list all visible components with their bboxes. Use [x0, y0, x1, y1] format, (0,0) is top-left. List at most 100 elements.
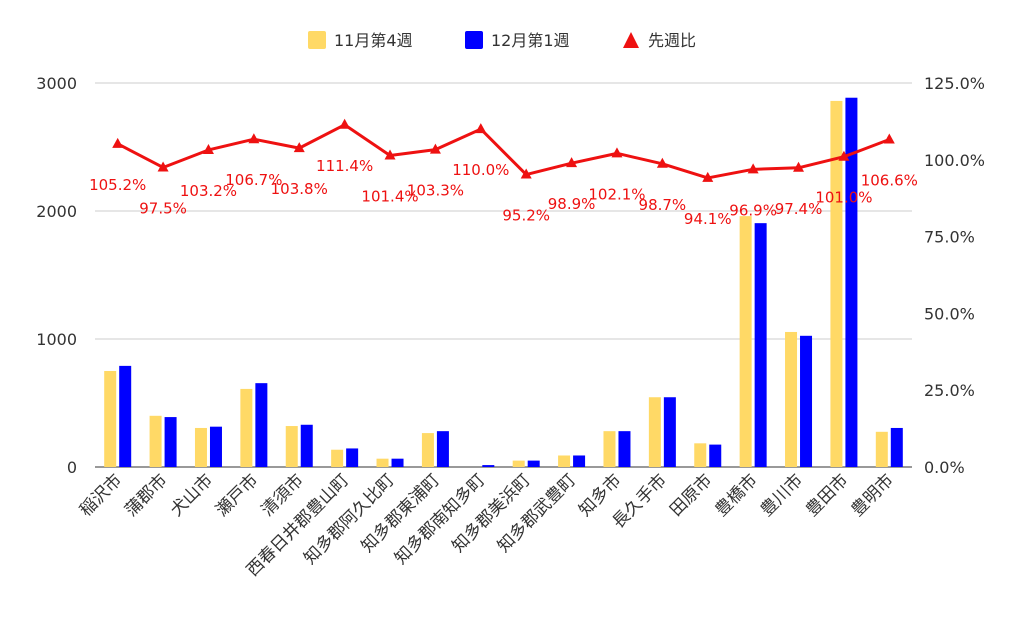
bar [800, 335, 813, 467]
data-label: 97.4% [775, 200, 823, 218]
category-label: 瀬戸市 [212, 470, 262, 520]
line-marker [429, 143, 441, 154]
bar [376, 458, 389, 467]
right-axis: 0.0% 25.0% 50.0% 75.0% 100.0% 125.0% [924, 74, 985, 477]
left-axis-tick-label: 3000 [36, 74, 77, 93]
bar [104, 371, 117, 467]
line-marker [520, 168, 532, 179]
bar [830, 100, 843, 468]
bar [875, 431, 888, 467]
line-marker [339, 118, 351, 129]
bar-series [104, 97, 903, 468]
bar [648, 397, 661, 467]
right-axis-tick-label: 125.0% [924, 74, 985, 93]
bar [527, 460, 540, 467]
bar [240, 388, 253, 467]
left-axis-tick-label: 0 [67, 458, 77, 477]
line-marker [656, 157, 668, 168]
bar [255, 383, 268, 467]
bar [694, 443, 707, 467]
legend-label: 先週比 [648, 31, 696, 50]
bar [890, 427, 903, 467]
line-series [112, 118, 895, 182]
line-marker [475, 123, 487, 134]
bar [573, 455, 586, 467]
category-label: 犬山市 [167, 470, 217, 520]
bar [331, 449, 344, 467]
line-marker [384, 149, 396, 160]
bar [119, 365, 132, 467]
bar [482, 465, 495, 467]
legend-label: 11月第4週 [334, 31, 413, 50]
data-label: 111.4% [316, 157, 373, 175]
data-label: 101.4% [361, 187, 418, 205]
category-label: 稲沢市 [76, 470, 126, 520]
data-label: 110.0% [452, 161, 509, 179]
left-axis-tick-label: 2000 [36, 202, 77, 221]
line-marker [112, 137, 124, 148]
line-marker [248, 133, 260, 144]
bar [300, 424, 313, 467]
left-axis-tick-label: 1000 [36, 330, 77, 349]
line-marker [793, 161, 805, 172]
data-label: 98.9% [548, 195, 596, 213]
legend-swatch [465, 31, 483, 49]
right-axis-tick-label: 25.0% [924, 381, 975, 400]
category-labels: 稲沢市蒲郡市犬山市瀬戸市清須市西春日井郡豊山町知多郡阿久比町知多郡東浦町知多郡南… [76, 470, 898, 580]
category-label: 豊橋市 [711, 470, 761, 520]
right-axis-tick-label: 75.0% [924, 228, 975, 247]
bar [421, 433, 434, 467]
line-marker [702, 171, 714, 182]
bar [785, 331, 798, 467]
data-label: 103.3% [407, 182, 464, 200]
line-marker [293, 142, 305, 153]
legend-swatch [623, 32, 639, 48]
bar [436, 431, 449, 467]
category-label: 田原市 [666, 470, 716, 520]
right-axis-tick-label: 0.0% [924, 458, 965, 477]
bar [164, 417, 177, 467]
right-axis-tick-label: 100.0% [924, 151, 985, 170]
category-label: 豊田市 [802, 470, 852, 520]
line-marker [883, 133, 895, 144]
legend-swatch [308, 31, 326, 49]
legend-label: 12月第1週 [491, 31, 570, 50]
bar [149, 415, 162, 467]
bar [739, 216, 752, 467]
legend: 11月第4週 12月第1週 先週比 [308, 31, 696, 50]
data-label: 96.9% [729, 201, 777, 219]
bar [709, 444, 722, 467]
left-axis: 0 1000 2000 3000 [36, 74, 77, 477]
bar [285, 426, 298, 467]
gridlines [95, 82, 912, 468]
line-marker [566, 157, 578, 168]
category-label: 蒲郡市 [121, 470, 171, 520]
category-label: 豊明市 [848, 470, 898, 520]
bar [618, 431, 631, 467]
data-label: 103.8% [271, 180, 328, 198]
data-label: 94.1% [684, 210, 732, 228]
right-axis-tick-label: 50.0% [924, 304, 975, 323]
data-label: 101.0% [815, 189, 872, 207]
bar [346, 448, 359, 467]
category-label: 豊川市 [757, 470, 807, 520]
bar [603, 431, 616, 467]
line-marker [157, 161, 169, 172]
bar [754, 223, 767, 467]
data-label: 106.6% [861, 172, 918, 190]
bar [512, 460, 525, 467]
bar [663, 397, 676, 467]
line-marker [202, 143, 214, 154]
line-path [117, 123, 890, 180]
line-marker [611, 147, 623, 158]
data-label: 97.5% [139, 199, 187, 217]
bar [558, 455, 571, 467]
bar [391, 458, 404, 467]
bar [194, 427, 207, 467]
bar [845, 97, 858, 467]
data-label: 102.1% [588, 185, 645, 203]
data-label: 106.7% [225, 171, 282, 189]
bar [209, 426, 222, 467]
data-label: 105.2% [89, 176, 146, 194]
